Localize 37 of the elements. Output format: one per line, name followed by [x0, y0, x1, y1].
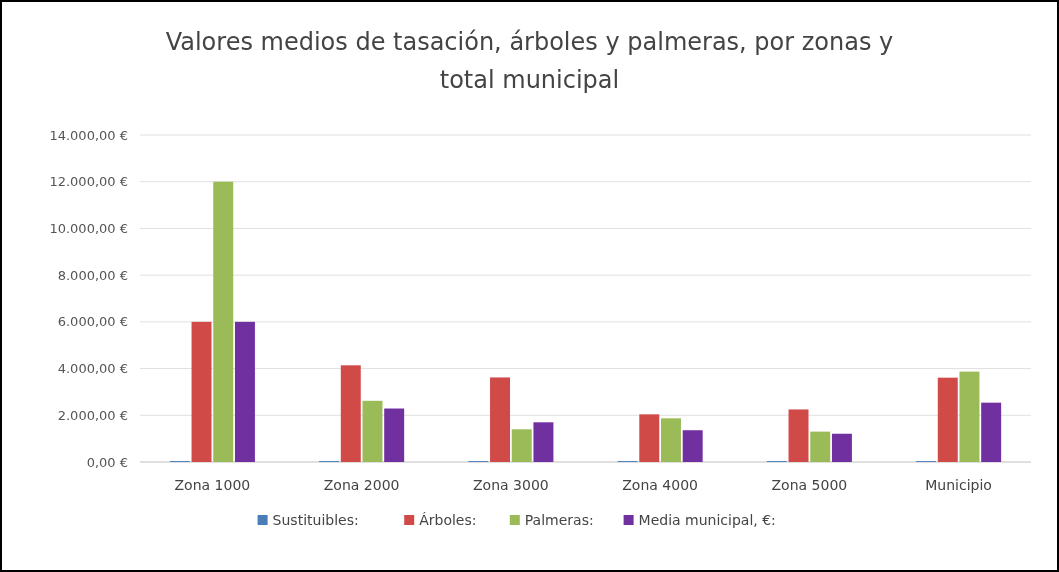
bar	[362, 400, 383, 462]
x-tick-label: Zona 2000	[323, 477, 400, 493]
legend-label: Palmeras:	[524, 511, 594, 528]
legend-label: Sustituibles:	[272, 511, 359, 528]
bar	[788, 409, 809, 462]
bar	[981, 402, 1002, 462]
bar	[959, 371, 980, 462]
bar	[810, 431, 831, 462]
y-tick-label: 12.000,00 €	[49, 174, 128, 190]
y-tick-label: 6.000,00 €	[57, 314, 128, 330]
bar	[191, 321, 212, 462]
legend-label: Media municipal, €:	[638, 511, 776, 528]
bar	[511, 429, 532, 462]
bar	[340, 365, 361, 462]
bar	[937, 377, 958, 462]
bar	[234, 321, 255, 462]
bar	[831, 433, 852, 462]
bar	[490, 377, 511, 462]
bar	[213, 181, 234, 462]
bar	[682, 430, 703, 462]
chart-title: Valores medios de tasación, árboles y palmeras, por zonas y total municipal	[165, 28, 894, 94]
bar	[660, 418, 681, 462]
y-tick-label: 4.000,00 €	[57, 361, 128, 377]
y-tick-label: 2.000,00 €	[57, 407, 128, 423]
y-tick-label: 8.000,00 €	[57, 267, 128, 283]
bar	[533, 422, 554, 462]
legend-label: Árboles:	[419, 511, 477, 528]
bar	[384, 408, 405, 462]
y-tick-label: 0,00 €	[86, 454, 128, 470]
x-tick-label: Zona 3000	[473, 477, 549, 493]
y-tick-label: 10.000,00 €	[49, 220, 128, 236]
x-tick-label: Municipio	[925, 477, 992, 493]
x-tick-label: Zona 5000	[771, 477, 848, 493]
bar	[639, 414, 660, 462]
x-tick-label: Zona 1000	[174, 477, 251, 493]
y-tick-label: 14.000,00 €	[49, 127, 128, 143]
x-tick-label: Zona 4000	[622, 477, 698, 493]
